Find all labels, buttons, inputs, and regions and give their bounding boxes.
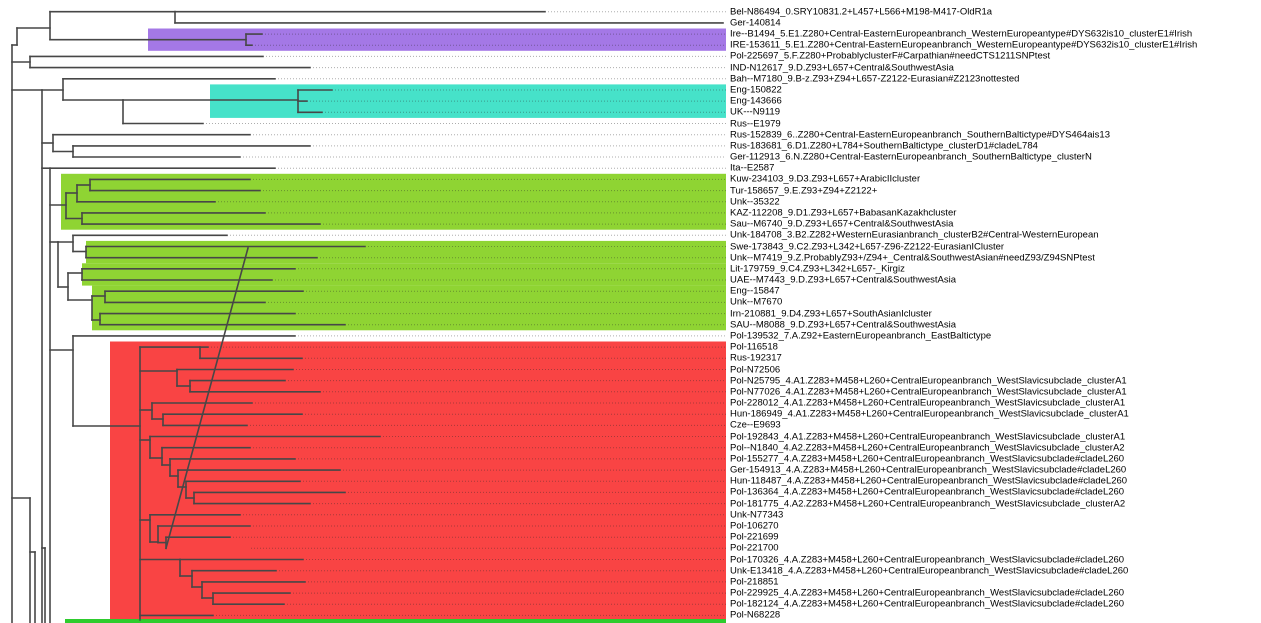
clade-highlight-green-b bbox=[86, 240, 726, 264]
leaf-label[interactable]: Bah--M7180_9.B-z.Z93+Z94+L657-Z2122-Eura… bbox=[730, 73, 1020, 85]
leaf-label[interactable]: Ger-140814 bbox=[730, 17, 781, 29]
leaf-label[interactable]: Hun-118487_4.A.Z283+M458+L260+CentralEur… bbox=[730, 475, 1128, 487]
leaf-label[interactable]: Rus-152839_6..Z280+Central-EasternEurope… bbox=[730, 129, 1110, 141]
leaf-label[interactable]: Eng--15847 bbox=[730, 285, 780, 297]
leaf-label[interactable]: Pol-225697_5.F.Z280+ProbablyclusterF#Car… bbox=[730, 50, 1051, 62]
leaf-label[interactable]: IRE-153611_5.E1.Z280+Central-EasternEuro… bbox=[730, 39, 1198, 51]
leaf-label[interactable]: Ita--E2587 bbox=[730, 162, 775, 174]
clade-highlight-purple bbox=[148, 28, 726, 51]
leaf-label[interactable]: Pol-170326_4.A.Z283+M458+L260+CentralEur… bbox=[730, 554, 1125, 565]
clade-highlight-cyan bbox=[210, 84, 726, 118]
clade-highlight-green-d bbox=[92, 285, 726, 331]
leaf-label[interactable]: Unk-184708_3.B2.Z282+WesternEurasianbran… bbox=[730, 229, 1099, 241]
leaf-label[interactable]: IND-N12617_9.D.Z93+L657+Central&Southwes… bbox=[730, 62, 954, 74]
leaf-label[interactable]: Lit-179759_9.C4.Z93+L342+L657-_Kirgiz bbox=[730, 263, 905, 275]
leaf-label[interactable]: Pol-192843_4.A1.Z283+M458+L260+CentralEu… bbox=[730, 431, 1126, 442]
leaf-label[interactable]: Kuw-234103_9.D3.Z93+L657+ArabicIIcluster bbox=[730, 173, 921, 185]
leaf-label[interactable]: Pol-182124_4.A.Z283+M458+L260+CentralEur… bbox=[730, 598, 1125, 610]
leaf-label[interactable]: UK---N9119 bbox=[730, 106, 780, 118]
leaf-label[interactable]: UAE--M7443_9.D.Z93+L657+Central&Southwes… bbox=[730, 274, 957, 286]
leaf-label[interactable]: Pol-N25795_4.A1.Z283+M458+L260+CentralEu… bbox=[730, 375, 1127, 387]
branch-line bbox=[165, 247, 249, 550]
leaf-label[interactable]: Pol-221700 bbox=[730, 542, 779, 554]
leaf-label[interactable]: Pol-221699 bbox=[730, 531, 779, 543]
leaf-label[interactable]: Pol-229925_4.A.Z283+M458+L260+CentralEur… bbox=[730, 587, 1125, 599]
leaf-label[interactable]: Pol-N72506 bbox=[730, 364, 781, 375]
leaf-label[interactable]: Unk--35322 bbox=[730, 196, 780, 208]
leaf-label[interactable]: Pol-228012_4.A1.Z283+M458+L260+CentralEu… bbox=[730, 397, 1126, 409]
clade-highlight-green-c bbox=[82, 263, 726, 286]
leaf-label[interactable]: Pol-106270 bbox=[730, 520, 779, 532]
leaf-label[interactable]: Pol-136364_4.A.Z283+M458+L260+CentralEur… bbox=[730, 486, 1125, 498]
leaf-label[interactable]: Pol-181775_4.A2.Z283+M458+L260+CentralEu… bbox=[730, 498, 1126, 510]
leaf-label[interactable]: Pol-N77026_4.A1.Z283+M458+L260+CentralEu… bbox=[730, 386, 1127, 398]
leaf-label[interactable]: Irn-210881_9.D4.Z93+L657+SouthAsianIclus… bbox=[730, 308, 932, 320]
leaf-label[interactable]: Rus-192317 bbox=[730, 352, 782, 364]
leaf-label[interactable]: Pol-139532_7.A.Z92+EasternEuropeanbranch… bbox=[730, 330, 992, 342]
leaf-label[interactable]: Hun-186949_4.A1.Z283+M458+L260+CentralEu… bbox=[730, 408, 1129, 420]
leaf-label[interactable]: Ire--B1494_5.E1.Z280+Central-EasternEuro… bbox=[730, 28, 1193, 40]
leaf-label[interactable]: Unk--M7670 bbox=[730, 296, 783, 308]
leaf-label[interactable]: SAU--M8088_9.D.Z93+L657+Central&Southwes… bbox=[730, 319, 957, 331]
leaf-label[interactable]: Pol--N1840_4.A2.Z283+M458+L260+CentralEu… bbox=[730, 442, 1125, 454]
leaf-label[interactable]: Pol-N68228 bbox=[730, 609, 781, 621]
leaf-label[interactable]: Ger-112913_6.N.Z280+Central-EasternEurop… bbox=[730, 151, 1092, 163]
clade-highlight-bottom-green bbox=[65, 619, 726, 623]
leaf-label[interactable]: Rus--E1979 bbox=[730, 118, 781, 129]
leaf-label[interactable]: KAZ-112208_9.D1.Z93+L657+BabasanKazakhcl… bbox=[730, 207, 957, 219]
leaf-label[interactable]: Eng-150822 bbox=[730, 84, 782, 96]
leaf-label[interactable]: Pol-116518 bbox=[730, 341, 778, 353]
leaf-label[interactable]: Rus-183681_6.D1.Z280+L784+SouthernBaltic… bbox=[730, 140, 1038, 152]
leaf-label[interactable]: Unk--M7419_9.Z.ProbablyZ93+/Z94+_Central… bbox=[730, 252, 1095, 264]
leaf-label[interactable]: Bel-N86494_0.SRY10831.2+L457+L566+M198-M… bbox=[730, 6, 993, 18]
leaf-label[interactable]: Tur-158657_9.E.Z93+Z94+Z2122+ bbox=[730, 185, 878, 197]
leaf-label[interactable]: Eng-143666 bbox=[730, 95, 782, 107]
leaf-label[interactable]: Unk-E13418_4.A.Z283+M458+L260+CentralEur… bbox=[730, 565, 1129, 577]
leaf-label[interactable]: Ger-154913_4.A.Z283+M458+L260+CentralEur… bbox=[730, 464, 1127, 476]
leaf-label[interactable]: Pol-218851 bbox=[730, 576, 779, 588]
leaf-label[interactable]: Pol-155277_4.A.Z283+M458+L260+CentralEur… bbox=[730, 453, 1125, 465]
leaf-label[interactable]: Unk-N77343 bbox=[730, 509, 784, 521]
leaf-label[interactable]: Cze--E9693 bbox=[730, 419, 781, 431]
leaf-label[interactable]: Swe-173843_9.C2.Z93+L342+L657-Z96-Z2122-… bbox=[730, 241, 1005, 252]
clade-highlight-red bbox=[110, 341, 726, 619]
leaf-label[interactable]: Sau--M6740_9.D.Z93+L657+Central&Southwes… bbox=[730, 218, 954, 230]
